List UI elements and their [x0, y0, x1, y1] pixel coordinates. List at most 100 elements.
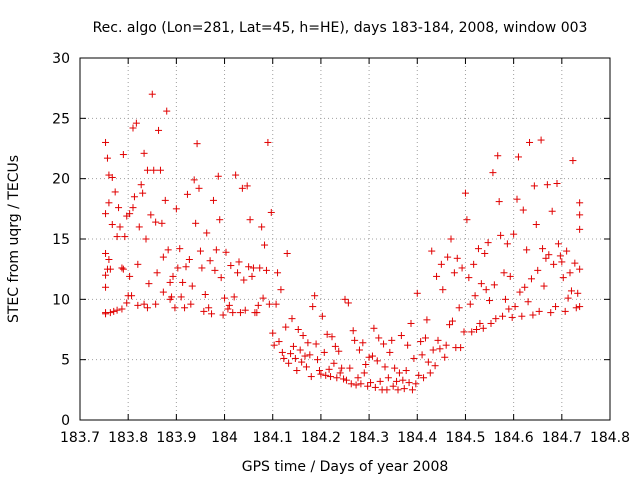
- y-tick-label: 25: [52, 111, 70, 127]
- data-point: [113, 233, 121, 241]
- data-point: [367, 379, 375, 387]
- y-tick-label: 10: [52, 292, 70, 308]
- data-point: [130, 193, 138, 201]
- data-point: [209, 196, 217, 204]
- data-point: [511, 303, 519, 311]
- data-point: [227, 262, 235, 270]
- data-point: [216, 216, 224, 224]
- data-point: [102, 249, 110, 257]
- data-point: [261, 241, 269, 249]
- data-point: [318, 312, 326, 320]
- data-point: [135, 223, 143, 231]
- data-point: [224, 305, 232, 313]
- data-point: [521, 283, 529, 291]
- data-point: [553, 179, 561, 187]
- data-point: [320, 348, 328, 356]
- data-point: [293, 367, 301, 375]
- data-point: [330, 359, 338, 367]
- data-point: [222, 248, 230, 256]
- data-point: [561, 307, 569, 315]
- data-point: [415, 371, 423, 379]
- x-tick-label: 184.3: [349, 430, 389, 446]
- x-tick-labels: 183.7 183.8 183.9 184 184.1 184.2 184.3 184.4 18…: [60, 430, 630, 446]
- data-point: [556, 252, 564, 260]
- data-point: [417, 338, 425, 346]
- data-point: [102, 310, 110, 318]
- data-point: [159, 288, 167, 296]
- data-point: [490, 281, 498, 289]
- data-point: [489, 169, 497, 177]
- data-point: [132, 119, 140, 127]
- data-point: [484, 239, 492, 247]
- data-point: [106, 265, 114, 273]
- data-point: [249, 264, 257, 272]
- data-point: [106, 309, 114, 317]
- data-point: [376, 377, 384, 385]
- data-point: [198, 264, 206, 272]
- data-point: [264, 138, 272, 146]
- data-point: [140, 149, 148, 157]
- data-point: [495, 198, 503, 206]
- data-point: [105, 256, 113, 264]
- data-point: [428, 247, 436, 255]
- data-point: [461, 189, 469, 197]
- data-point: [518, 312, 526, 320]
- data-point: [447, 235, 455, 243]
- data-point: [229, 309, 237, 317]
- data-point: [569, 157, 577, 165]
- data-point: [219, 311, 227, 319]
- data-point: [380, 340, 388, 348]
- data-point: [342, 376, 350, 384]
- data-point: [375, 334, 383, 342]
- data-point: [368, 352, 376, 360]
- data-point: [453, 254, 461, 262]
- data-point: [105, 199, 113, 207]
- data-point: [399, 376, 407, 384]
- data-point: [347, 380, 355, 388]
- data-point: [514, 153, 522, 161]
- data-point: [434, 336, 442, 344]
- data-point: [139, 189, 147, 197]
- data-point: [351, 336, 359, 344]
- data-point: [526, 138, 534, 146]
- data-point: [365, 353, 373, 361]
- data-point: [426, 369, 434, 377]
- data-point: [397, 332, 405, 340]
- data-point: [110, 307, 118, 315]
- data-point: [458, 264, 466, 272]
- data-point: [563, 247, 571, 255]
- data-point: [364, 382, 372, 390]
- data-point: [205, 304, 213, 312]
- x-tick-label: 183.8: [108, 430, 148, 446]
- data-point: [254, 301, 262, 309]
- data-point: [168, 293, 176, 301]
- data-point: [283, 249, 291, 257]
- data-point: [510, 230, 518, 238]
- data-point: [285, 359, 293, 367]
- data-point: [395, 369, 403, 377]
- data-point: [497, 231, 505, 239]
- data-point: [317, 370, 325, 378]
- data-point: [108, 173, 116, 181]
- data-point: [433, 272, 441, 280]
- data-point: [102, 210, 110, 218]
- data-point: [523, 246, 531, 254]
- data-point: [355, 346, 363, 354]
- data-point: [312, 340, 320, 348]
- data-point: [465, 274, 473, 282]
- data-point: [134, 301, 142, 309]
- data-point: [436, 345, 444, 353]
- data-point: [270, 341, 278, 349]
- data-point: [203, 229, 211, 237]
- data-point: [346, 364, 354, 372]
- data-point: [576, 211, 584, 219]
- data-point: [236, 309, 244, 317]
- y-axis-label: STEC from uqrg / TECUs: [6, 155, 22, 323]
- data-point: [183, 190, 191, 198]
- data-point: [235, 258, 243, 266]
- data-point: [336, 369, 344, 377]
- data-point: [238, 184, 246, 192]
- data-point: [102, 271, 110, 279]
- data-point: [192, 219, 200, 227]
